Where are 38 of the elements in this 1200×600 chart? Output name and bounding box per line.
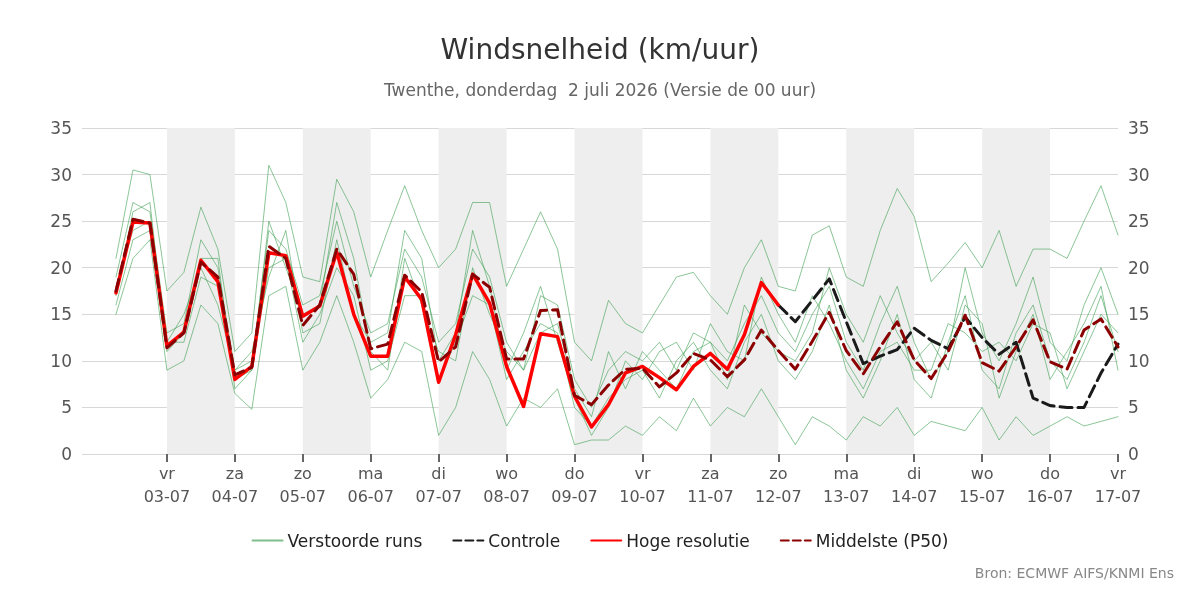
y2-tick-label: 15 [1128,304,1150,325]
x-tick-label: zo 05-07 [279,464,327,506]
chart-title: Windsnelheid (km/uur) [440,32,760,66]
y-tick-label: 0 [61,444,72,464]
x-tick-label: wo 08-07 [483,464,530,506]
y2-tick-label: 35 [1128,118,1150,138]
x-tick-label: ma 06-07 [347,464,394,506]
y2-tick-label: 20 [1128,257,1150,278]
y-tick-label: 35 [50,118,72,138]
text: Bron: ECMWF AIFS/KNMI Ens [974,565,1175,581]
y-tick-label: 30 [50,164,72,185]
x-tick-label: zo 12-07 [755,464,802,506]
legend-label: Controle [488,530,561,551]
x-tick-label: di 07-07 [415,464,462,506]
legend-label: Hoge resolutie [626,530,750,551]
x-tick-label: vr 03-07 [143,464,191,506]
y-tick-label: 10 [50,350,72,371]
x-tick-label: ma 13-07 [823,464,870,506]
x-tick-label: do 16-07 [1026,464,1074,506]
x-tick-label: wo 15-07 [958,464,1006,506]
y-tick-label: 15 [50,304,72,325]
x-tick-label: za 11-07 [687,464,734,506]
y-tick-label: 25 [50,211,72,232]
y2-tick-label: 25 [1128,211,1150,232]
x-tick-label: za 04-07 [211,464,259,506]
y2-tick-label: 0 [1128,444,1139,464]
x-tick-label: do 09-07 [551,464,598,506]
legend-label: Middelste (P50) [815,530,949,551]
y-tick-label: 5 [61,397,72,418]
y2-tick-label: 30 [1128,164,1150,185]
y2-tick-label: 5 [1128,397,1139,418]
legend-label: Verstoorde runs [287,530,423,551]
y2-tick-label: 10 [1128,350,1150,371]
x-tick-label: vr 10-07 [619,464,666,506]
x-tick-label: di 14-07 [890,464,938,506]
y-tick-label: 20 [50,257,72,278]
x-tick-label: vr 17-07 [1094,464,1142,506]
chart-subtitle: Twenthe, donderdag 2 juli 2026 (Versie de 00 uur) [382,79,817,100]
